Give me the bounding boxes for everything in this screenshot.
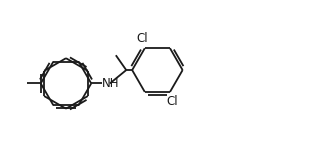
Text: Cl: Cl [167,95,178,108]
Text: Cl: Cl [136,32,148,45]
Text: NH: NH [102,77,120,90]
